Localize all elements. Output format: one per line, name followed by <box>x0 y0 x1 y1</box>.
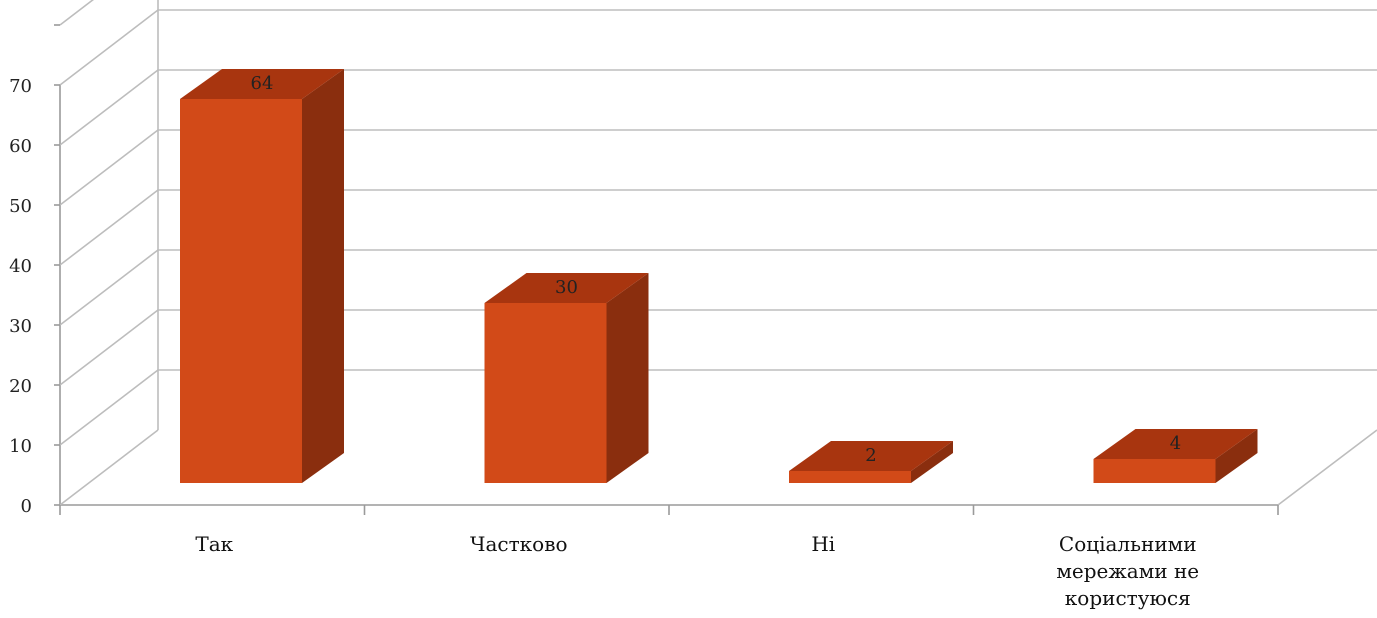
gridline-side <box>59 309 159 386</box>
bar-top <box>1093 429 1258 459</box>
gridline-side <box>59 9 159 86</box>
gridline-side <box>59 129 159 206</box>
gridline-side <box>59 69 159 146</box>
data-label: 2 <box>865 445 876 466</box>
gridline-side <box>59 0 94 26</box>
bar-front <box>484 303 607 483</box>
x-axis <box>59 505 1279 515</box>
bars <box>180 69 1258 483</box>
gridline-side <box>59 369 159 446</box>
data-label: 64 <box>251 73 274 94</box>
bar-side <box>911 441 953 483</box>
floor-right-edge <box>1277 429 1377 506</box>
y-tick-label: 70 <box>9 76 32 97</box>
gridlines <box>54 0 1377 506</box>
y-tick-label: 50 <box>9 196 32 217</box>
data-label: 4 <box>1170 433 1181 454</box>
category-labels: Так Частково Ні Соціальними мережами не корис… <box>195 532 1199 610</box>
category-label: Ні <box>811 532 835 556</box>
category-label: Соціальними мережами не користуюся <box>1056 532 1199 610</box>
category-label: Частково <box>470 532 568 556</box>
y-tick-label: 40 <box>9 256 32 277</box>
category-label: Так <box>195 532 233 556</box>
bar-top <box>180 69 344 99</box>
bar <box>789 441 953 483</box>
y-tick-label: 60 <box>9 136 32 157</box>
bar-front <box>1093 459 1216 483</box>
bar-front <box>180 99 302 483</box>
bar-side <box>302 69 344 483</box>
gridline-side <box>59 429 159 506</box>
bar-side <box>606 273 649 483</box>
y-tick-label: 30 <box>9 316 32 337</box>
y-axis-tick-labels: 0 10 20 30 40 50 60 70 <box>9 76 32 517</box>
bar-top <box>484 273 649 303</box>
bar <box>484 273 649 483</box>
data-labels: 64 30 2 4 <box>251 73 1182 466</box>
y-tick-label: 20 <box>9 376 32 397</box>
bar-front <box>789 471 911 483</box>
gridline-side <box>59 249 159 326</box>
y-tick-label: 10 <box>9 436 32 457</box>
bar-top <box>789 441 953 471</box>
bar <box>1093 429 1258 483</box>
bar-side <box>1215 429 1258 483</box>
gridline-side <box>59 189 159 266</box>
data-label: 30 <box>555 277 578 298</box>
y-tick-label: 0 <box>21 496 32 517</box>
bar <box>180 69 344 483</box>
